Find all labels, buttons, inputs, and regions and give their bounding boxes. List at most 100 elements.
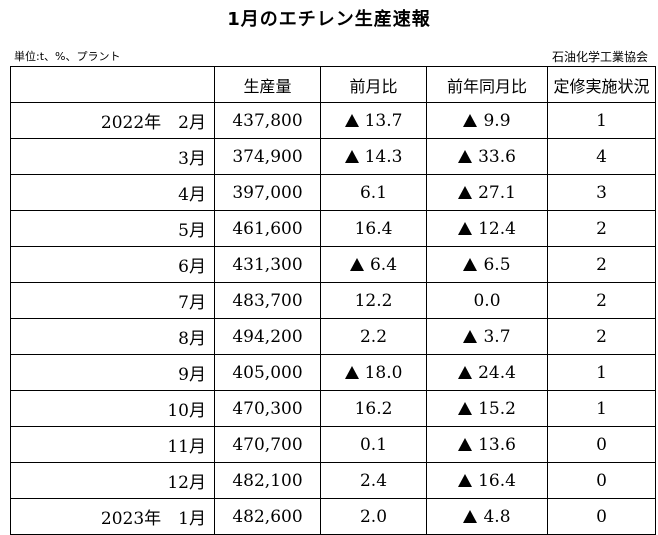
cell-production: 482,100 [214,462,321,499]
cell-mom: 2.4 [320,462,427,499]
cell-yoy: 3.7 [426,318,548,355]
yoy-value: 27.1 [478,182,516,203]
table-row: 5月 461,600 16.4 12.4 2 [10,210,656,247]
triangle-up-icon [463,257,478,271]
triangle-up-icon [349,257,364,271]
cell-maintenance: 2 [547,318,656,355]
cell-maintenance: 2 [547,246,656,283]
cell-mom: 16.4 [320,210,427,247]
cell-period: 2022年 2月 [10,102,215,139]
cell-period: 6月 [10,246,215,283]
cell-maintenance: 0 [547,498,656,535]
mom-value: 2.0 [359,506,388,527]
mom-value: 2.2 [359,326,388,347]
cell-period: 10月 [10,390,215,427]
cell-production: 494,200 [214,318,321,355]
triangle-up-icon [344,113,359,127]
cell-period: 12月 [10,462,215,499]
mom-value: 6.1 [359,182,388,203]
cell-period: 7月 [10,282,215,319]
cell-maintenance: 0 [547,462,656,499]
yoy-value: 15.2 [478,398,516,419]
cell-yoy: 4.8 [426,498,548,535]
table-row: 10月 470,300 16.2 15.2 1 [10,390,656,427]
cell-production: 470,300 [214,390,321,427]
cell-maintenance: 3 [547,174,656,211]
cell-mom: 2.2 [320,318,427,355]
ethylene-production-table: 生産量 前月比 前年同月比 定修実施状況 2022年 2月 437,800 13.7… [10,66,656,535]
cell-production: 431,300 [214,246,321,283]
triangle-up-icon [458,401,473,415]
mom-value: 16.4 [354,218,393,239]
cell-maintenance: 1 [547,390,656,427]
cell-mom: 6.1 [320,174,427,211]
cell-yoy: 0.0 [426,282,548,319]
cell-maintenance: 0 [547,426,656,463]
cell-production: 483,700 [214,282,321,319]
unit-note: 単位:t、%、プラント [14,50,121,63]
cell-yoy: 12.4 [426,210,548,247]
yoy-value: 16.4 [478,470,516,491]
cell-maintenance: 1 [547,354,656,391]
triangle-up-icon [458,365,473,379]
table-row: 2023年 1月 482,600 2.0 4.8 0 [10,498,656,535]
table-row: 2022年 2月 437,800 13.7 9.9 1 [10,102,656,139]
yoy-value: 12.4 [478,218,516,239]
triangle-up-icon [458,185,473,199]
mom-value: 6.4 [369,254,398,275]
page-title: 1月のエチレン生産速報 [227,9,431,30]
cell-production: 397,000 [214,174,321,211]
yoy-value: 4.8 [483,506,511,527]
mom-value: 2.4 [359,470,388,491]
table-row: 6月 431,300 6.4 6.5 2 [10,246,656,283]
yoy-value: 0.0 [473,290,501,311]
cell-production: 405,000 [214,354,321,391]
cell-production: 482,600 [214,498,321,535]
yoy-value: 13.6 [478,434,516,455]
triangle-up-icon [344,149,359,163]
cell-production: 461,600 [214,210,321,247]
header-yoy: 前年同月比 [426,66,548,103]
table-row: 7月 483,700 12.2 0.0 2 [10,282,656,319]
triangle-up-icon [458,149,473,163]
cell-mom: 13.7 [320,102,427,139]
cell-mom: 18.0 [320,354,427,391]
cell-yoy: 33.6 [426,138,548,175]
header-mom: 前月比 [320,66,427,103]
mom-value: 16.2 [354,398,393,419]
cell-maintenance: 1 [547,102,656,139]
cell-production: 470,700 [214,426,321,463]
source-label: 石油化学工業協会 [551,50,648,64]
table-row: 8月 494,200 2.2 3.7 2 [10,318,656,355]
table-row: 4月 397,000 6.1 27.1 3 [10,174,656,211]
cell-mom: 0.1 [320,426,427,463]
cell-yoy: 24.4 [426,354,548,391]
cell-mom: 2.0 [320,498,427,535]
cell-yoy: 6.5 [426,246,548,283]
cell-yoy: 15.2 [426,390,548,427]
triangle-up-icon [458,473,473,487]
triangle-up-icon [458,221,473,235]
triangle-up-icon [463,113,478,127]
yoy-value: 24.4 [478,362,516,383]
triangle-up-icon [458,437,473,451]
cell-period: 9月 [10,354,215,391]
cell-mom: 14.3 [320,138,427,175]
yoy-value: 33.6 [478,146,516,167]
cell-period: 11月 [10,426,215,463]
cell-mom: 16.2 [320,390,427,427]
cell-period: 4月 [10,174,215,211]
table-row: 3月 374,900 14.3 33.6 4 [10,138,656,175]
table-row: 9月 405,000 18.0 24.4 1 [10,354,656,391]
cell-mom: 12.2 [320,282,427,319]
mom-value: 13.7 [364,110,403,131]
table-row: 11月 470,700 0.1 13.6 0 [10,426,656,463]
header-row: 生産量 前月比 前年同月比 定修実施状況 [10,66,656,103]
cell-period: 5月 [10,210,215,247]
cell-yoy: 9.9 [426,102,548,139]
cell-period: 2023年 1月 [10,498,215,535]
yoy-value: 3.7 [483,326,511,347]
cell-yoy: 27.1 [426,174,548,211]
table-row: 12月 482,100 2.4 16.4 0 [10,462,656,499]
cell-yoy: 13.6 [426,426,548,463]
